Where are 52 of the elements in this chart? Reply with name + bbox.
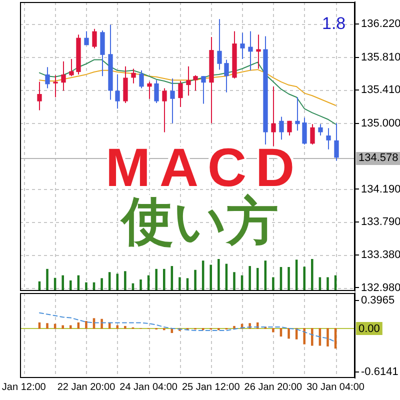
bar [140,279,142,291]
y-tick-label: 132.980 [361,282,400,294]
annotation: 1.8 [322,14,346,33]
bar [303,266,306,291]
y-tick-label: 133.790 [361,216,400,228]
bar [100,278,103,291]
bar [46,323,48,329]
y-tick-label: 0.3965 [361,294,395,306]
ref-line-label: 134.578 [358,152,398,164]
bar [303,328,306,344]
bar [155,268,158,291]
bar [194,270,196,291]
y-tick-label: 133.380 [361,249,400,262]
bar [70,325,72,329]
bar [46,268,48,291]
bar [326,277,329,291]
x-tick-label: 26 Jan 20:00 [244,382,303,393]
y-tick-label: 135.810 [361,51,400,64]
bar [85,321,88,329]
x-tick-label: 25 Jan 12:00 [182,382,240,393]
bar [272,277,274,291]
bar [70,280,72,291]
bar [124,271,126,291]
bar [210,264,212,291]
y-tick-label: 134.190 [361,183,400,196]
x-tick-label: 22 Jan 20:00 [57,382,116,393]
bar [272,328,274,332]
candlestick [69,58,74,77]
bar [311,259,314,291]
y-tick-label: -0.6141 [361,366,398,378]
bar [62,275,64,291]
bar [62,325,64,329]
bar [248,266,251,291]
x-tick-label: 30 Jan 04:00 [306,382,365,393]
x-tick-label: Jan 12:00 [2,382,46,393]
bar [233,272,236,291]
bar [163,268,166,291]
y-tick-label: 135.410 [361,84,400,96]
bar [85,282,88,291]
bar [288,266,290,291]
bar [311,328,314,346]
bar [124,326,126,329]
x-tick-label: 24 Jan 04:00 [120,382,178,393]
bar [218,259,220,291]
ref-line-label: 0.00 [358,322,380,335]
bar [100,318,103,329]
bar [178,277,181,291]
line-series [38,312,336,342]
y-tick-label: 135.000 [361,117,400,130]
y-tick-label: 136.220 [361,18,400,30]
bar [326,328,329,346]
bar [288,328,290,339]
